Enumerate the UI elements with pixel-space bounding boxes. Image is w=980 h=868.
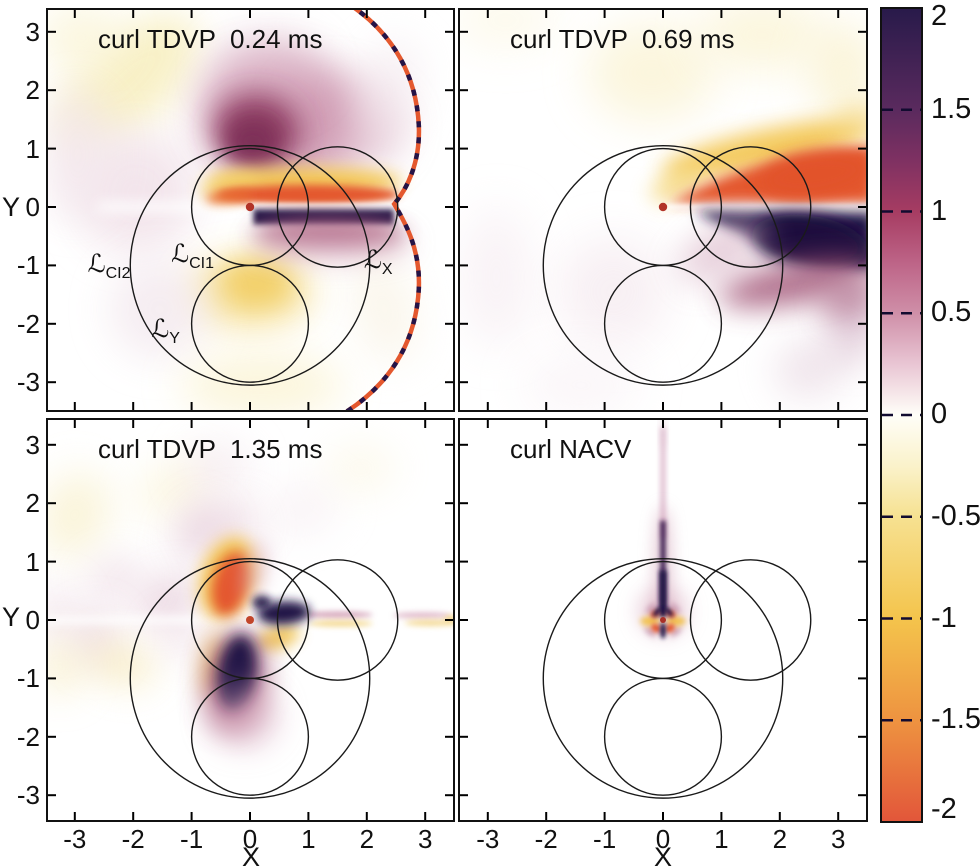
y-tick-label: 1 [25,133,40,164]
x-axis-label-left: X [241,842,260,868]
x-tick-label: -2 [534,824,558,854]
heatmap-p1 [46,8,455,412]
region-circle-L_X [276,146,399,268]
panel-curl-tdvp-024ms: curl TDVP 0.24 ms [46,8,455,412]
panel-curl-nacv: curl NACV [458,418,868,822]
y-tick-label: -1 [16,250,40,281]
region-circle-L_CI2 [542,144,784,386]
conical-intersection-dot [246,616,254,624]
colorbar [880,7,923,823]
y-tick-label: -2 [16,721,40,752]
colorbar-tick-label: 1 [931,194,948,227]
conical-intersection-dot [660,617,666,623]
y-tick-label: -2 [16,308,40,339]
x-tick-label: -2 [121,824,145,854]
region-circle-L_CI2 [129,144,371,386]
region-circle-L_Y [190,677,310,796]
x-tick-label: 0 [242,824,258,854]
x-tick-label: 3 [417,824,433,854]
region-circle-L_X [689,559,812,681]
heatmap-p3 [46,418,455,822]
region-circle-L_Y [190,264,310,383]
region-circle-L_CI2 [542,557,784,799]
region-circle-L_X [276,559,399,681]
y-tick-label: -1 [16,663,40,694]
x-axis-label-right: X [653,842,672,868]
heatmap-p4 [458,418,868,822]
region-circle-L_CI2 [129,557,371,799]
x-tick-label: -1 [180,824,204,854]
loop-label-X: ℒX [363,245,393,279]
panel-title: curl TDVP 1.35 ms [98,434,323,464]
panel-title: curl NACV [510,434,632,464]
colorbar-tick-label: -1 [931,601,957,634]
y-tick-label: 2 [25,75,40,106]
conical-intersection-dot [245,202,255,212]
colorbar-tick-label: -1.5 [931,703,980,736]
region-circle-L_Y [603,677,723,796]
panel-title: curl TDVP 0.24 ms [98,24,323,54]
colorbar-tick-label: 0 [931,398,948,430]
y-tick-label: 3 [25,429,40,460]
conical-intersection-dot [658,202,668,212]
x-tick-label: 3 [830,824,846,854]
x-tick-label: 2 [359,824,375,854]
x-tick-label: 1 [714,824,729,854]
panel-title: curl TDVP 0.69 ms [510,24,735,54]
loop-label-CI1: ℒCI1 [171,239,215,273]
y-axis-label-top: Y [2,192,21,222]
panel-curl-tdvp-069ms: curl TDVP 0.69 ms [458,8,868,412]
region-circle-L_Y [603,264,723,383]
colorbar-tick-label: 2 [931,0,948,32]
x-tick-label: 0 [655,824,671,854]
y-tick-label: 3 [25,16,40,47]
region-circle-L_X [689,146,812,268]
heatmap-p2 [458,8,868,412]
y-tick-label: -3 [16,367,40,398]
x-tick-label: 2 [772,824,788,854]
x-tick-label: -1 [593,824,617,854]
y-tick-label: 0 [25,605,40,635]
y-tick-label: 1 [25,546,40,577]
colorbar-tick-label: -2 [931,793,957,825]
y-axis-label-bottom: Y [2,602,21,632]
loop-label-Y: ℒY [151,314,180,348]
x-tick-label: -3 [63,824,87,854]
panel-curl-tdvp-135ms: curl TDVP 1.35 ms [46,418,455,822]
x-tick-label: 1 [301,824,316,854]
colorbar-tick-label: 1.5 [931,92,972,125]
loop-label-CI2: ℒCI2 [87,248,131,282]
x-tick-label: -3 [476,824,500,854]
colorbar-tick-label: -0.5 [931,499,980,532]
y-tick-label: 0 [25,192,40,222]
colorbar-tick-label: 0.5 [931,296,972,329]
y-tick-label: 2 [25,488,40,519]
y-tick-label: -3 [16,780,40,811]
